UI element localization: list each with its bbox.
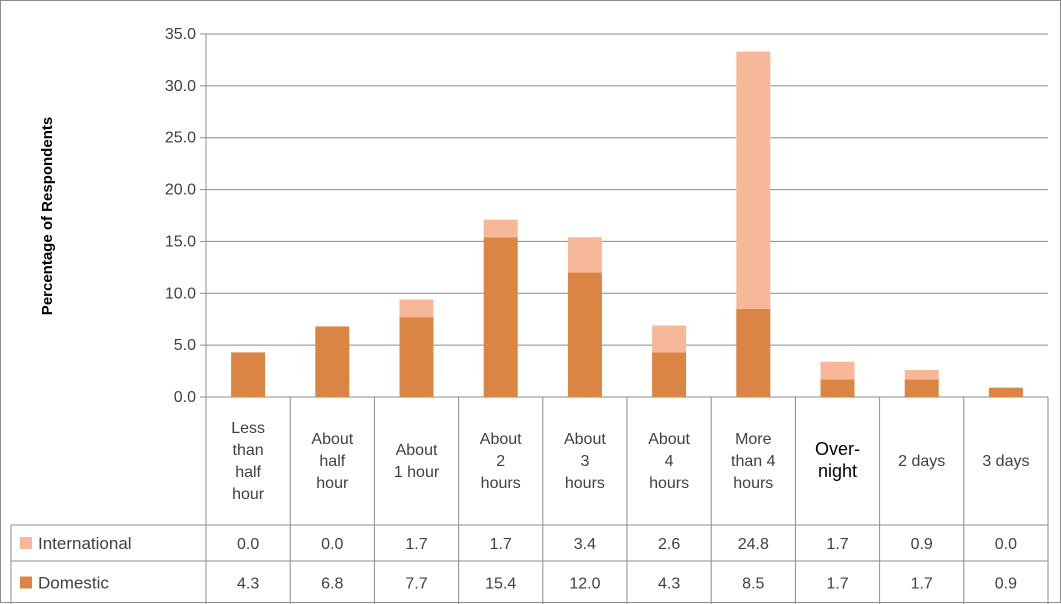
y-tick-label: 30.0 bbox=[165, 78, 196, 95]
category-label: About 2 hours bbox=[480, 431, 522, 492]
bar-international bbox=[483, 219, 518, 238]
y-tick-label: 25.0 bbox=[165, 130, 196, 147]
legend-swatch-international bbox=[20, 537, 32, 549]
data-label-domestic: 4.3 bbox=[658, 576, 680, 593]
data-label-domestic: 8.5 bbox=[742, 576, 764, 593]
category-label: About 4 hours bbox=[648, 431, 690, 492]
bar-domestic bbox=[567, 272, 602, 397]
y-tick-label: 0.0 bbox=[174, 389, 196, 406]
bar-domestic bbox=[820, 379, 855, 397]
y-axis-label: Percentage of Respondents bbox=[39, 117, 56, 315]
data-label-international: 0.0 bbox=[995, 536, 1017, 553]
data-label-domestic: 12.0 bbox=[569, 576, 600, 593]
y-tick-label: 5.0 bbox=[174, 337, 196, 354]
data-label-domestic: 6.8 bbox=[321, 576, 343, 593]
category-label: 2 days bbox=[898, 453, 945, 470]
data-label-domestic: 0.9 bbox=[995, 576, 1017, 593]
data-label-domestic: 1.7 bbox=[826, 576, 848, 593]
bar-international bbox=[904, 370, 939, 380]
y-tick-label: 20.0 bbox=[165, 182, 196, 199]
legend-label-domestic: Domestic bbox=[38, 574, 109, 593]
category-label: About 3 hours bbox=[564, 431, 606, 492]
data-label-international: 0.0 bbox=[321, 536, 343, 553]
category-label: Over-night bbox=[815, 439, 860, 481]
data-label-domestic: 15.4 bbox=[485, 576, 516, 593]
bar-domestic bbox=[652, 352, 687, 397]
data-label-international: 1.7 bbox=[490, 536, 512, 553]
bar-domestic bbox=[315, 326, 350, 397]
bar-international bbox=[736, 51, 771, 309]
data-label-international: 3.4 bbox=[574, 536, 596, 553]
bar-domestic bbox=[399, 317, 434, 397]
legend-swatch-domestic bbox=[20, 576, 32, 589]
data-label-domestic: 4.3 bbox=[237, 576, 259, 593]
y-tick-label: 10.0 bbox=[165, 285, 196, 302]
bar-domestic bbox=[904, 379, 939, 397]
category-label: 3 days bbox=[982, 453, 1029, 470]
data-label-international: 2.6 bbox=[658, 536, 680, 553]
data-label-international: 1.7 bbox=[405, 536, 427, 553]
category-label: About 1 hour bbox=[394, 442, 440, 481]
y-tick-label: 15.0 bbox=[165, 233, 196, 250]
data-label-international: 24.8 bbox=[738, 536, 769, 553]
legend-label-international: International bbox=[38, 534, 132, 553]
category-label: About half hour bbox=[311, 431, 353, 492]
category-label: Less than half hour bbox=[231, 420, 265, 503]
bar-international bbox=[820, 361, 855, 380]
data-label-domestic: 7.7 bbox=[405, 576, 427, 593]
data-label-international: 0.0 bbox=[237, 536, 259, 553]
bar-international bbox=[567, 237, 602, 273]
bar-international bbox=[399, 299, 434, 318]
bar-domestic bbox=[988, 387, 1023, 397]
data-label-international: 1.7 bbox=[826, 536, 848, 553]
data-label-domestic: 1.7 bbox=[911, 576, 933, 593]
category-label: More than 4 hours bbox=[731, 431, 776, 492]
y-tick-label: 35.0 bbox=[165, 26, 196, 43]
data-label-international: 0.9 bbox=[911, 536, 933, 553]
bar-domestic bbox=[736, 308, 771, 397]
bar-domestic bbox=[231, 352, 266, 397]
bar-domestic bbox=[483, 237, 518, 397]
bar-international bbox=[652, 325, 687, 353]
